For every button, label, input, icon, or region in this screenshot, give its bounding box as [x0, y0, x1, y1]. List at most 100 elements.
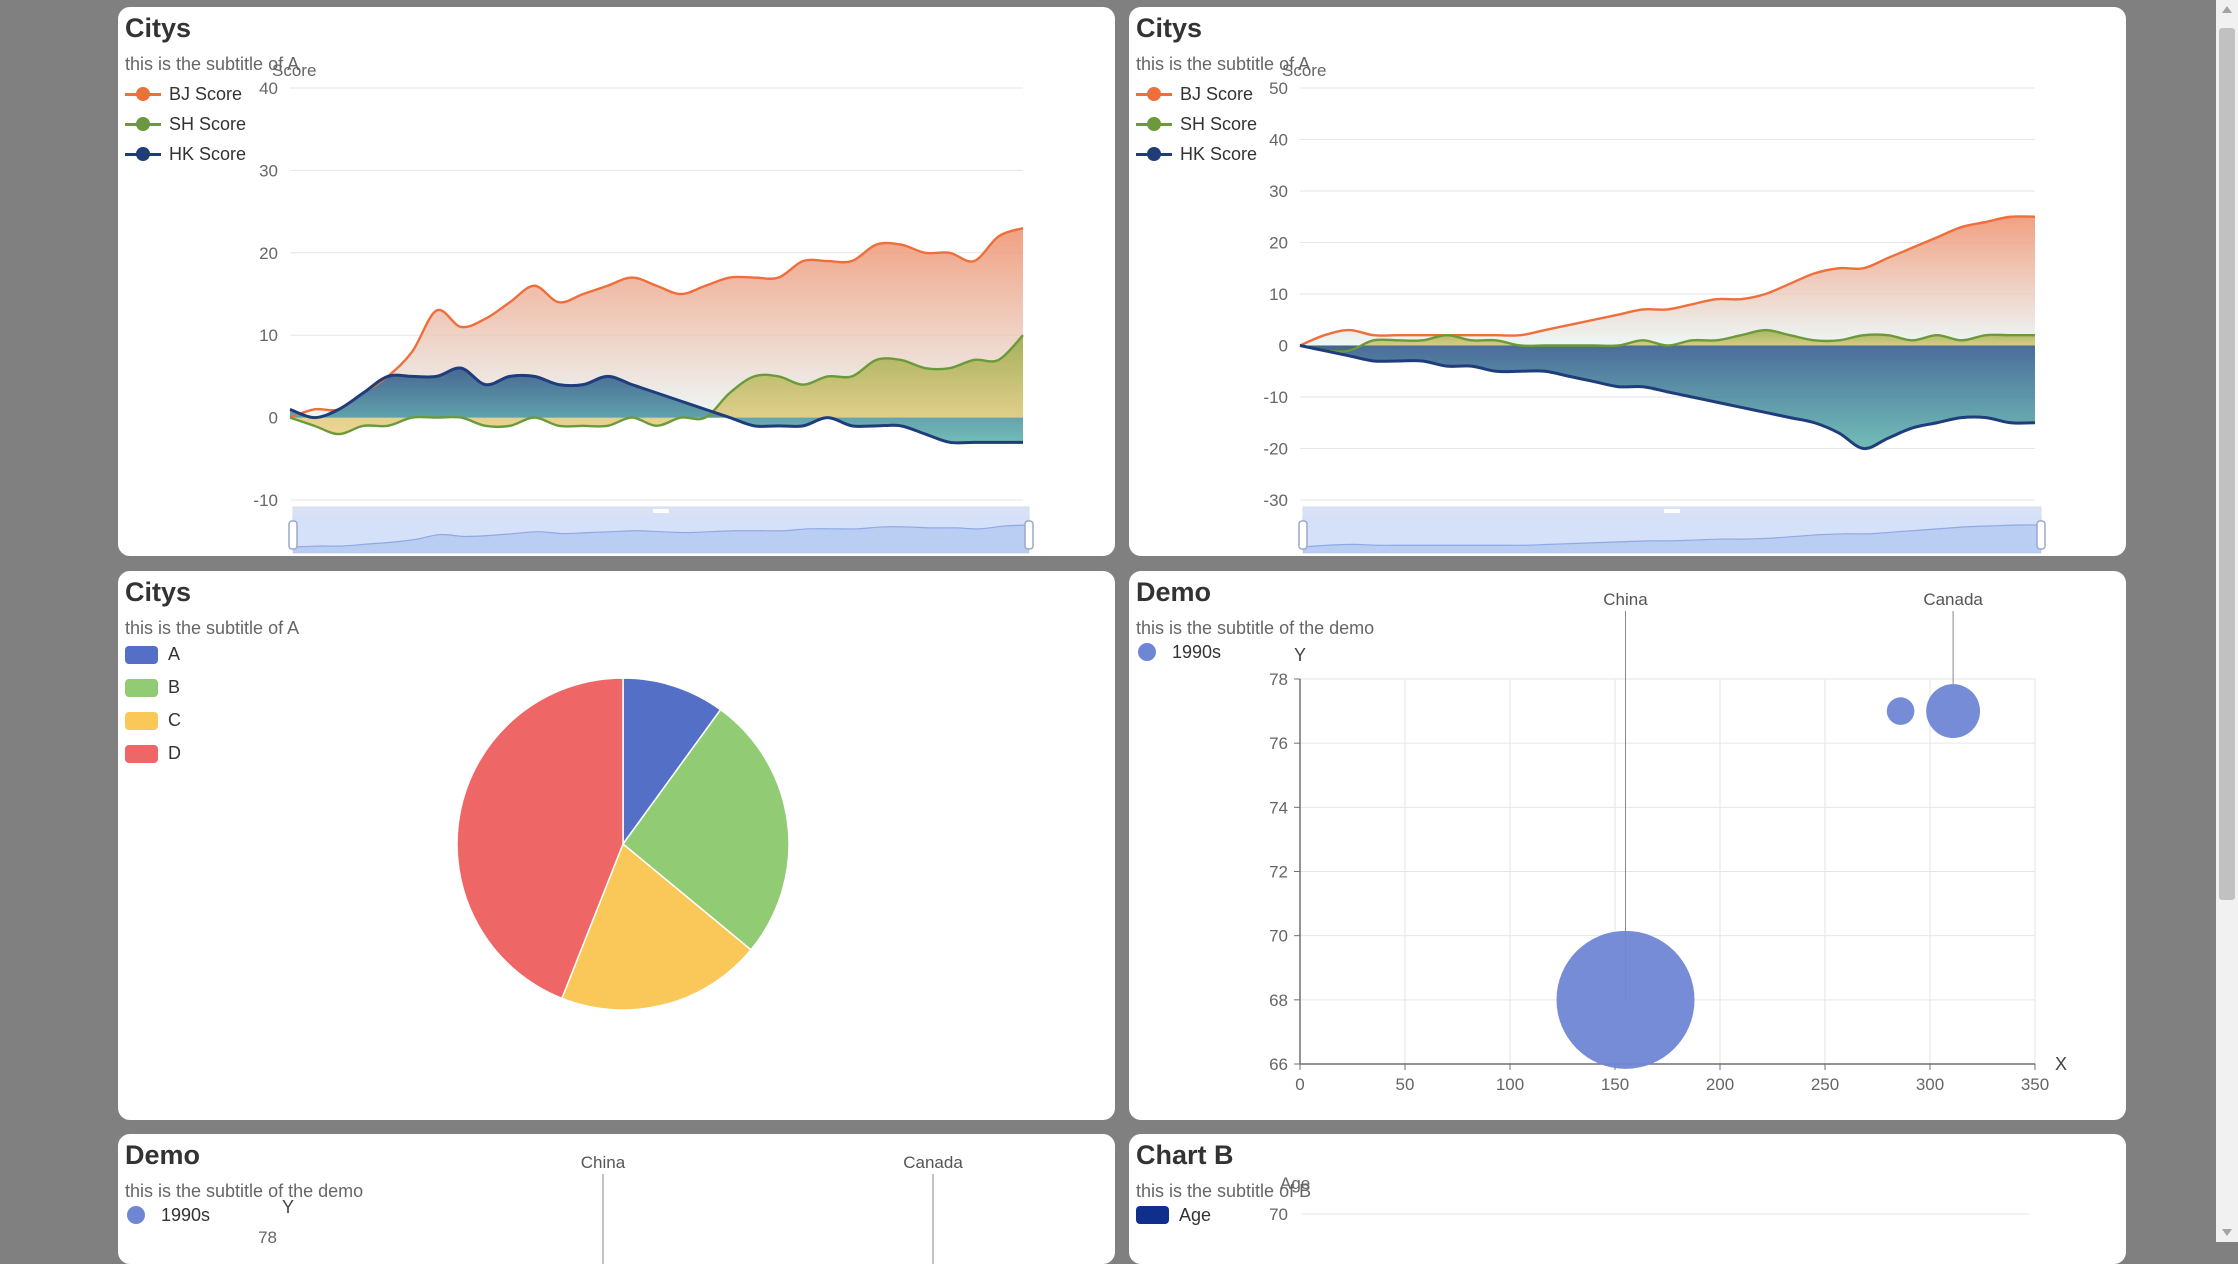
legend-item-a[interactable]: A [125, 638, 181, 671]
legend-label: B [168, 677, 181, 697]
bubble-label: China [581, 1153, 626, 1172]
page-scrollbar[interactable] [2216, 0, 2238, 1242]
legend-label: SH Score [169, 113, 247, 134]
legend-swatch [125, 678, 158, 697]
legend: Age [1136, 1200, 1211, 1230]
chart-subtitle: this is the subtitle of A [1136, 54, 1311, 74]
chart-panel-citys-1: Citys this is the subtitle of A Score -10… [118, 7, 1115, 556]
y-tick-label: 70 [1269, 1205, 1288, 1224]
chart-panel-demo-scatter: Demo this is the subtitle of the demo 0 5… [1129, 571, 2126, 1120]
scroll-up-arrow-icon[interactable] [2222, 6, 2232, 13]
y-tick-label: 0 [1279, 337, 1288, 356]
pie-slice-b [621, 708, 790, 951]
y-tick-label: -10 [1263, 388, 1288, 407]
area-sh-score [1300, 330, 2035, 352]
legend-item-age[interactable]: Age [1136, 1200, 1211, 1230]
y-axis-name: Score [272, 61, 316, 80]
scroll-down-arrow-icon[interactable] [2222, 1229, 2232, 1236]
y-tick-label: 10 [1269, 285, 1288, 304]
series-line-bj-score [289, 226, 1024, 419]
y-tick-label: 78 [1269, 670, 1288, 689]
legend: A B C D [125, 638, 181, 770]
legend-item-hk[interactable]: HK Score [1136, 139, 1257, 169]
legend-swatch [125, 744, 158, 763]
legend-label: HK Score [169, 143, 247, 164]
x-tick-label: 150 [1601, 1075, 1629, 1094]
scatter-chart-2: China Canada Y 78 [258, 1153, 963, 1264]
datazoom-preview-line [292, 524, 1030, 548]
legend-label: HK Score [1180, 143, 1258, 164]
bar-chart-b: Age 70 [1269, 1174, 2029, 1224]
datazoom-right-handle [2036, 520, 2046, 550]
legend-label: Age [1179, 1204, 1212, 1225]
legend-label: D [168, 743, 181, 763]
series-line-sh-score [289, 334, 1024, 436]
area-bj-score [1300, 216, 2035, 346]
datazoom-move-handle [1664, 509, 1680, 513]
area-bj-score [290, 228, 1023, 418]
scatter-chart: 0 50 100 150 200 250 300 350 66 68 70 72 74 76 78 X Y Chi… [1269, 590, 2067, 1094]
legend-dot-icon [136, 147, 150, 161]
y-tick-label: 40 [259, 79, 278, 98]
y-tick-label: 68 [1269, 991, 1288, 1010]
chart-panel-demo-2: Demo this is the subtitle of the demo Ch… [118, 1134, 1115, 1264]
y-tick-label: 20 [1269, 234, 1288, 253]
legend: BJ Score SH Score HK Score [125, 79, 246, 169]
x-tick-label: 350 [2021, 1075, 2049, 1094]
pie-chart [456, 677, 790, 1011]
pie-slice-c [560, 842, 752, 1011]
area-chart-1: Score -10 0 10 20 30 40 [253, 61, 1034, 554]
chart-title: Citys [125, 577, 192, 607]
x-tick-label: 100 [1496, 1075, 1524, 1094]
chart-subtitle: this is the subtitle of A [125, 618, 300, 638]
bubble-label: Canada [1923, 590, 1983, 609]
chart-subtitle: this is the subtitle of B [1136, 1181, 1312, 1201]
scrollbar-thumb[interactable] [2219, 28, 2235, 900]
chart-panel-citys-2: Citys this is the subtitle of A Score -30… [1129, 7, 2126, 556]
legend-swatch [1138, 643, 1156, 661]
legend-item-1990s[interactable]: 1990s [125, 1200, 210, 1230]
datazoom-left-handle [288, 520, 298, 550]
legend-dot-icon [1147, 87, 1161, 101]
chart-subtitle: this is the subtitle of A [125, 54, 300, 74]
bubble-label: Canada [903, 1153, 963, 1172]
legend-label: 1990s [1172, 641, 1222, 662]
y-axis-name: Y [282, 1197, 294, 1217]
bubble-point-canada [1926, 684, 1981, 738]
legend: BJ Score SH Score HK Score [1136, 79, 1257, 169]
legend-item-sh[interactable]: SH Score [1136, 109, 1257, 139]
chart-subtitle: this is the subtitle of the demo [125, 1181, 364, 1201]
chart-title: Chart B [1136, 1140, 1234, 1170]
datazoom-left-handle [1298, 520, 1308, 550]
y-tick-label: 50 [1269, 79, 1288, 98]
y-tick-label: 72 [1269, 863, 1288, 882]
bubble-label: China [1603, 590, 1648, 609]
area-hk-score [290, 368, 1023, 443]
legend-label: SH Score [1180, 113, 1258, 134]
legend-item-b[interactable]: B [125, 671, 181, 704]
legend-dot-icon [136, 87, 150, 101]
legend-item-c[interactable]: C [125, 704, 181, 737]
y-tick-label: 30 [1269, 182, 1288, 201]
y-tick-label: 70 [1269, 927, 1288, 946]
legend-label: C [168, 710, 181, 730]
legend-item-sh[interactable]: SH Score [125, 109, 246, 139]
legend-item-d[interactable]: D [125, 737, 181, 770]
legend-item-hk[interactable]: HK Score [125, 139, 246, 169]
y-tick-label: 40 [1269, 131, 1288, 150]
y-tick-label: 0 [269, 409, 278, 428]
legend-item-bj[interactable]: BJ Score [125, 79, 246, 109]
datazoom-preview-line [1302, 524, 2042, 548]
area-chart-2: Score -30 -20 -10 0 10 20 30 40 50 [1263, 61, 2046, 554]
legend-dot-icon [1147, 117, 1161, 131]
chart-panel-pie: Citys this is the subtitle of A A B C D [118, 571, 1115, 1120]
legend-item-1990s[interactable]: 1990s [1136, 637, 1221, 667]
y-tick-label: 66 [1269, 1055, 1288, 1074]
legend-label: BJ Score [169, 83, 243, 104]
y-tick-label: 30 [259, 161, 278, 180]
datazoom-move-handle [653, 509, 669, 513]
y-tick-label: 76 [1269, 734, 1288, 753]
legend: 1990s [125, 1200, 210, 1230]
legend-item-bj[interactable]: BJ Score [1136, 79, 1257, 109]
x-tick-label: 200 [1706, 1075, 1734, 1094]
